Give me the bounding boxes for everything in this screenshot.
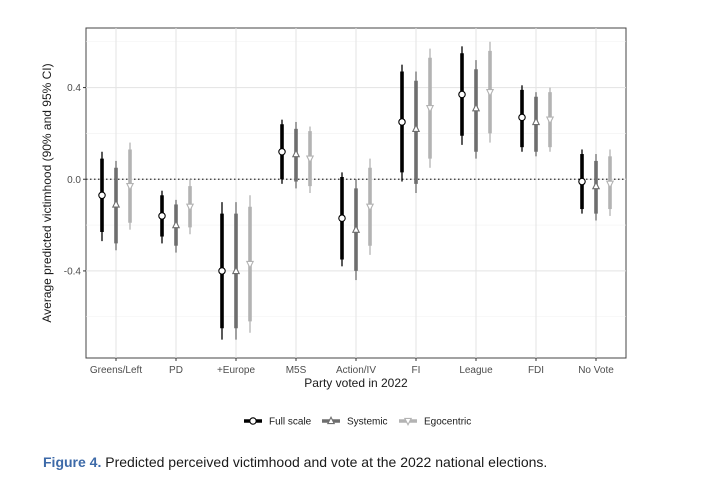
point-estimate xyxy=(351,224,361,233)
point-estimate xyxy=(605,180,615,189)
point-estimate xyxy=(398,118,406,126)
point-estimate xyxy=(231,265,241,275)
legend-item: Full scale xyxy=(244,417,312,428)
y-axis: -0.4 0.0 0.4 xyxy=(64,83,86,277)
legend-label: Full scale xyxy=(269,417,312,428)
legend-item: Egocentric xyxy=(399,417,471,428)
point-estimate xyxy=(545,116,555,125)
x-tick-label: Greens/Left xyxy=(90,365,142,376)
figure-caption: Figure 4. Predicted perceived victimhood… xyxy=(43,454,683,470)
point-estimate xyxy=(158,212,166,220)
point-estimate xyxy=(171,220,181,229)
x-tick-label: FDI xyxy=(528,365,544,376)
chart: -0.4 0.0 0.4 Greens/Left PD +Europe M5S Action… xyxy=(40,27,627,428)
point-estimate xyxy=(365,203,375,212)
y-tick-label: -0.4 xyxy=(64,266,82,277)
legend: Full scale Systemic Egocentric xyxy=(244,415,471,428)
point-estimate xyxy=(291,149,301,158)
legend-label: Systemic xyxy=(347,417,388,428)
x-tick-label: League xyxy=(459,365,493,376)
point-estimate xyxy=(245,260,255,270)
point-estimate xyxy=(425,105,435,114)
point-estimate xyxy=(305,155,315,164)
figure-label: Figure 4. xyxy=(43,454,102,470)
legend-key-marker xyxy=(249,417,257,425)
point-estimate xyxy=(98,191,106,200)
legend-key-marker xyxy=(326,415,336,425)
figure-caption-text: Predicted perceived victimhood and vote … xyxy=(101,454,548,470)
legend-label: Egocentric xyxy=(424,417,471,428)
legend-item: Systemic xyxy=(322,415,388,428)
x-tick-label: M5S xyxy=(286,365,307,376)
point-estimate xyxy=(531,116,541,126)
point-estimate xyxy=(278,148,286,156)
x-axis: Greens/Left PD +Europe M5S Action/IV FI League… xyxy=(90,358,614,376)
x-tick-label: Action/IV xyxy=(336,365,376,376)
x-tick-label: +Europe xyxy=(217,365,256,376)
x-tick-label: No Vote xyxy=(578,365,614,376)
series-full-scale xyxy=(98,46,586,340)
series-systemic xyxy=(111,60,601,340)
point-estimate xyxy=(111,199,121,208)
point-estimate xyxy=(471,103,481,112)
x-tick-label: PD xyxy=(169,365,183,376)
x-tick-label: FI xyxy=(412,365,421,376)
point-estimate xyxy=(458,90,466,99)
point-estimate xyxy=(411,123,421,132)
y-axis-title: Average predicted victimhood (90% and 95… xyxy=(40,63,54,322)
legend-key-marker xyxy=(403,417,413,427)
point-estimate xyxy=(518,113,526,122)
y-tick-label: 0.0 xyxy=(67,175,81,186)
point-estimate xyxy=(485,89,495,98)
point-estimate xyxy=(125,182,135,192)
point-estimate xyxy=(591,181,601,190)
point-estimate xyxy=(338,214,346,222)
point-estimate xyxy=(578,177,586,186)
point-estimate xyxy=(218,267,226,275)
series-egocentric xyxy=(125,41,615,333)
point-estimate xyxy=(185,203,195,212)
x-axis-title: Party voted in 2022 xyxy=(304,376,408,390)
y-tick-label: 0.4 xyxy=(67,83,81,94)
chart-marks xyxy=(98,41,615,340)
